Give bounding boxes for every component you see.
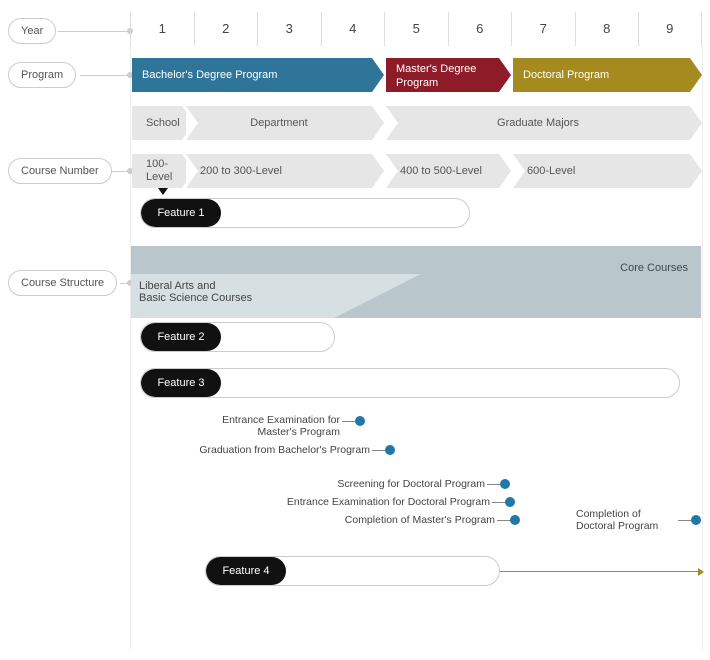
- label-program: Program: [8, 62, 76, 88]
- milestone-bachelor-grad-label: Graduation from Bachelor's Program: [180, 444, 370, 456]
- lvl-200-300-text: 200 to 300-Level: [200, 165, 282, 177]
- feature-4-cap: Feature 4: [206, 557, 286, 585]
- milestone-doctoral-screening-label: Screening for Doctoral Program: [300, 478, 485, 490]
- milestone-dot: [510, 515, 520, 525]
- label-course-number-text: Course Number: [21, 165, 99, 177]
- milestone-masters-completion-label: Completion of Master's Program: [320, 514, 495, 526]
- year-col-8: 8: [575, 12, 639, 46]
- year-col-7: 7: [511, 12, 575, 46]
- milestone-dot: [385, 445, 395, 455]
- year-col-9: 9: [638, 12, 702, 46]
- core-courses-label: Core Courses: [620, 262, 688, 274]
- milestone-dot: [691, 515, 701, 525]
- feature-3: Feature 3: [140, 368, 680, 398]
- lvl-400-500-text: 400 to 500-Level: [400, 165, 482, 177]
- curriculum-timeline: { "layout": { "chart_left": 130, "chart_…: [0, 0, 710, 660]
- label-program-text: Program: [21, 69, 63, 81]
- connector: [80, 75, 130, 76]
- milestone-dot: [505, 497, 515, 507]
- program-bachelor-text: Bachelor's Degree Program: [142, 69, 277, 81]
- program-master: Master's Degree Program: [386, 58, 499, 92]
- program-master-text: Master's Degree Program: [396, 62, 476, 90]
- lvl-600: 600-Level: [513, 154, 690, 188]
- lvl-100-text: 100- Level: [146, 158, 172, 183]
- year-col-2: 2: [194, 12, 258, 46]
- feature-2-cap: Feature 2: [141, 323, 221, 351]
- milestone-line: [492, 502, 506, 503]
- gridline: [130, 46, 131, 650]
- milestone-line: [497, 520, 511, 521]
- feature-4: Feature 4: [205, 556, 500, 586]
- feature-4-extension-arrow: [500, 571, 698, 572]
- milestone-line: [487, 484, 501, 485]
- pointer-icon: [158, 188, 168, 195]
- band-grad-majors-text: Graduate Majors: [386, 106, 690, 140]
- milestone-line: [372, 450, 386, 451]
- feature-1-cap: Feature 1: [141, 199, 221, 227]
- feature-2: Feature 2: [140, 322, 335, 352]
- milestone-dot: [355, 416, 365, 426]
- year-col-1: 1: [130, 12, 194, 46]
- year-col-5: 5: [384, 12, 448, 46]
- label-course-structure-text: Course Structure: [21, 277, 104, 289]
- milestone-line: [342, 421, 356, 422]
- milestone-dot: [500, 479, 510, 489]
- lvl-600-text: 600-Level: [527, 165, 575, 177]
- feature-3-cap: Feature 3: [141, 369, 221, 397]
- label-year: Year: [8, 18, 56, 44]
- band-school: School: [132, 106, 182, 140]
- year-col-3: 3: [257, 12, 321, 46]
- label-course-structure: Course Structure: [8, 270, 117, 296]
- lvl-400-500: 400 to 500-Level: [386, 154, 499, 188]
- program-doctoral: Doctoral Program: [513, 58, 690, 92]
- band-school-text: School: [146, 117, 180, 129]
- milestone-line: [678, 520, 692, 521]
- label-course-number: Course Number: [8, 158, 112, 184]
- feature-1: Feature 1: [140, 198, 470, 228]
- band-department-text: Department: [186, 106, 372, 140]
- connector: [58, 31, 130, 32]
- milestone-doctoral-completion-label: Completion of Doctoral Program: [576, 508, 676, 532]
- program-doctoral-text: Doctoral Program: [523, 69, 609, 81]
- band-grad-majors: Graduate Majors: [386, 106, 690, 140]
- program-bachelor: Bachelor's Degree Program: [132, 58, 372, 92]
- year-col-6: 6: [448, 12, 512, 46]
- year-col-4: 4: [321, 12, 385, 46]
- label-year-text: Year: [21, 25, 43, 37]
- lvl-200-300: 200 to 300-Level: [186, 154, 372, 188]
- milestone-masters-entrance-label: Entrance Examination for Master's Progra…: [190, 414, 340, 438]
- lvl-100: 100- Level: [132, 154, 182, 188]
- milestone-doctoral-entrance-label: Entrance Examination for Doctoral Progra…: [270, 496, 490, 508]
- band-department: Department: [186, 106, 372, 140]
